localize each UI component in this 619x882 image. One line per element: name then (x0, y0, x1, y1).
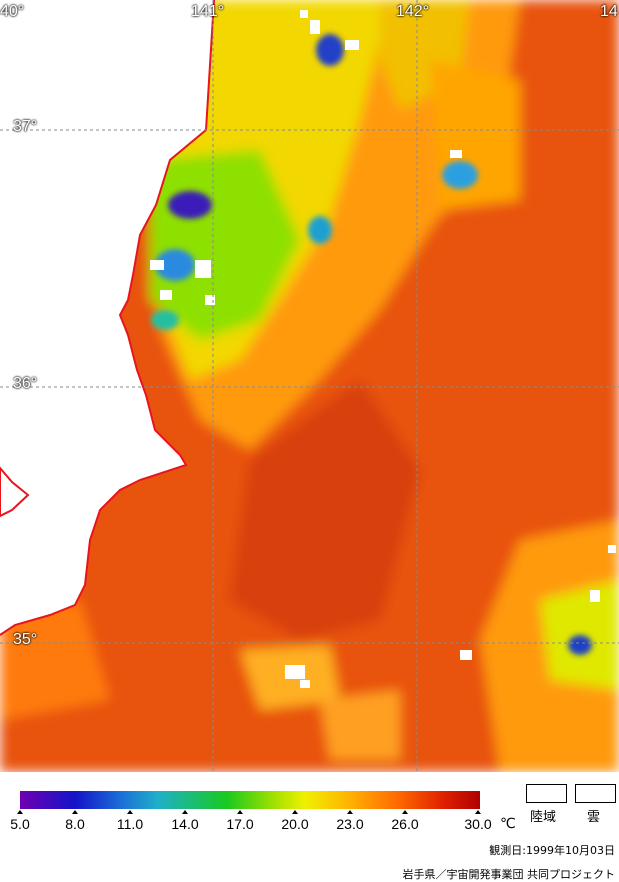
observation-date: 観測日:1999年10月03日 (489, 844, 615, 857)
tick-mark (347, 810, 353, 814)
lat-label-35: 35° (13, 631, 38, 648)
sea-surface-temperature (0, 0, 619, 772)
lat-label-36: 36° (13, 375, 38, 392)
cloud-key-label: 雲 (587, 810, 601, 825)
island (0, 466, 30, 518)
land-key-swatch (526, 784, 567, 803)
tick-label: 8.0 (65, 816, 85, 832)
tick-label: 5.0 (10, 816, 30, 832)
graticule (0, 0, 619, 772)
credit-line: 岩手県／宇宙開発事業団 共同プロジェクト (402, 868, 616, 881)
tick-mark (182, 810, 188, 814)
tick-mark (475, 810, 481, 814)
tick-mark (402, 810, 408, 814)
tick-label: 26.0 (391, 816, 419, 832)
tick-mark (127, 810, 133, 814)
lon-label-141: 141° (191, 3, 225, 20)
cloud-key-swatch (575, 784, 616, 803)
temperature-color-scale (20, 791, 480, 809)
sst-map (0, 0, 619, 772)
land-key-label: 陸域 (530, 810, 557, 825)
coastline (0, 0, 215, 636)
tick-mark (17, 810, 23, 814)
lat-label-37: 37° (13, 118, 38, 135)
tick-mark (237, 810, 243, 814)
tick-label: 11.0 (116, 816, 144, 832)
lon-label-142: 142° (396, 3, 430, 20)
temperature-unit: ℃ (500, 816, 516, 832)
tick-label: 20.0 (281, 816, 309, 832)
land-mass (0, 0, 214, 635)
tick-label: 14.0 (171, 816, 199, 832)
tick-mark (72, 810, 78, 814)
tick-label: 23.0 (336, 816, 364, 832)
tick-mark (292, 810, 298, 814)
tick-label: 17.0 (226, 816, 254, 832)
lon-label-143: 14 (600, 3, 618, 20)
cold-patches (151, 34, 592, 655)
lon-label-140: 40° (0, 3, 25, 20)
tick-label: 30.0 (464, 816, 492, 832)
